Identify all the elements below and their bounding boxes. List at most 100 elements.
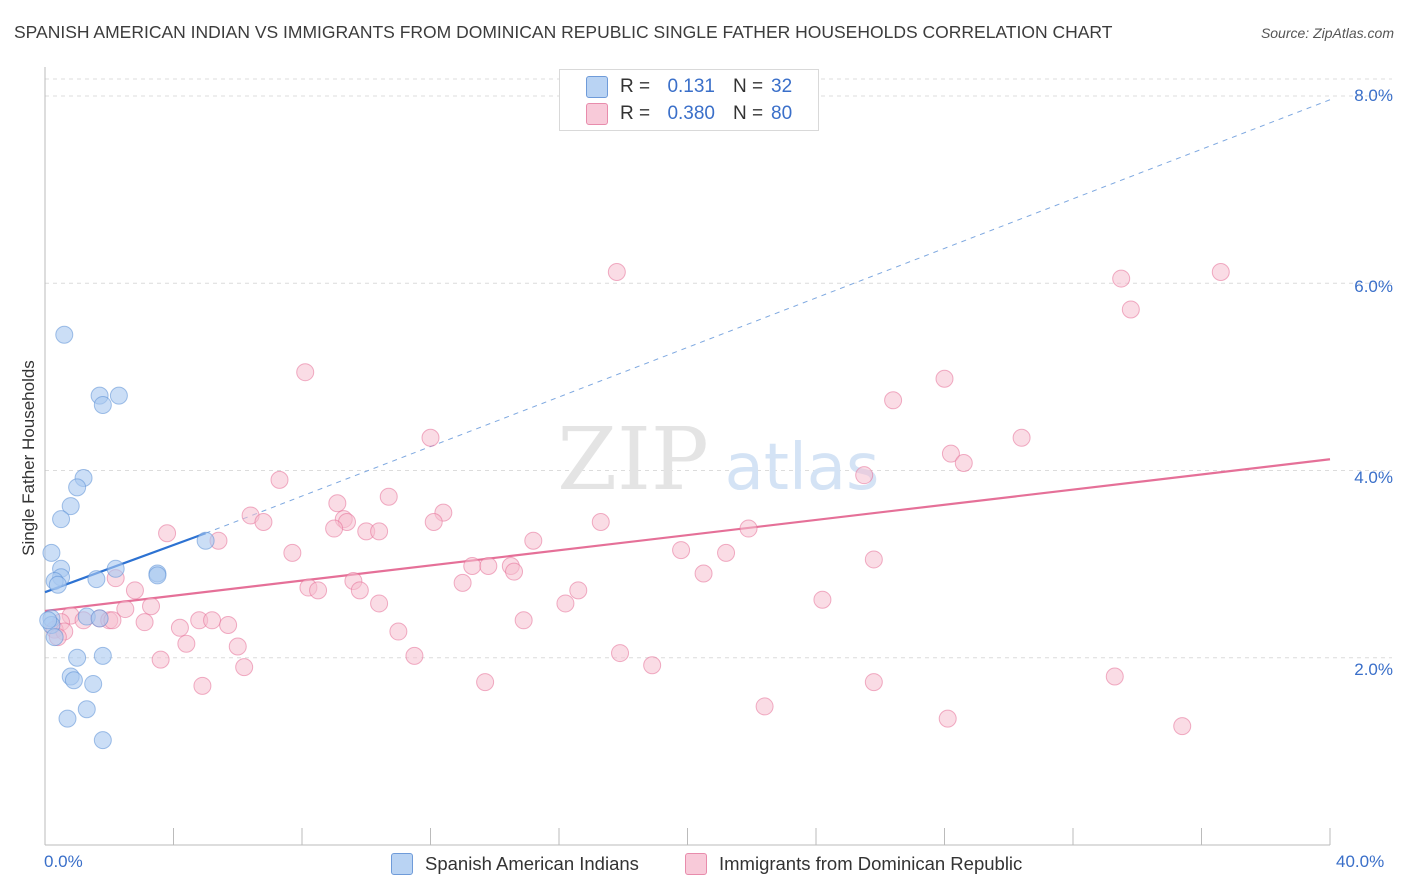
- legend-n-value: 80: [771, 103, 793, 124]
- point-dominican: [556, 594, 575, 613]
- bottom-legend-item-2: Immigrants from Dominican Republic: [685, 852, 1022, 876]
- point-dominican: [283, 543, 302, 562]
- point-dominican: [142, 597, 161, 616]
- point-dominican: [177, 634, 196, 653]
- point-dominican: [607, 263, 626, 282]
- legend-row-series-1: R = 0.131 N = 32: [586, 74, 792, 100]
- point-spanish-american-indian: [77, 700, 96, 719]
- point-dominican: [424, 512, 443, 531]
- point-dominican: [328, 494, 347, 513]
- point-dominican: [193, 676, 212, 695]
- point-dominican: [254, 512, 273, 531]
- trend-line-pink: [44, 458, 1331, 613]
- point-spanish-american-indian: [93, 731, 112, 750]
- point-dominican: [717, 543, 736, 562]
- point-spanish-american-indian: [55, 325, 74, 344]
- point-dominican: [405, 646, 424, 665]
- point-dominican: [938, 709, 957, 728]
- point-dominican: [235, 658, 254, 677]
- point-dominican: [370, 522, 389, 541]
- legend-swatch-blue: [586, 76, 608, 98]
- bottom-legend-item-1: Spanish American Indians: [391, 852, 639, 876]
- legend-row-series-2: R = 0.380 N = 80: [586, 101, 792, 127]
- point-dominican: [941, 444, 960, 463]
- chart-title: SPANISH AMERICAN INDIAN VS IMMIGRANTS FR…: [14, 22, 1113, 42]
- point-spanish-american-indian: [68, 478, 87, 497]
- point-dominican: [1105, 667, 1124, 686]
- trend-line-blue: [44, 532, 207, 594]
- point-spanish-american-indian: [84, 674, 103, 693]
- point-dominican: [379, 487, 398, 506]
- y-tick-label: 2.0%: [1354, 660, 1393, 679]
- y-axis-label: Single Father Households: [19, 360, 38, 556]
- point-dominican: [476, 673, 495, 692]
- point-dominican: [158, 524, 177, 543]
- trend-lines: [44, 99, 1331, 613]
- trend-line-blue-extrapolated: [205, 99, 1331, 534]
- point-spanish-american-indian: [106, 559, 125, 578]
- point-dominican: [203, 611, 222, 630]
- point-dominican: [855, 466, 874, 485]
- point-dominican: [954, 454, 973, 473]
- legend-r-value: 0.131: [667, 76, 715, 97]
- point-dominican: [514, 611, 533, 630]
- point-spanish-american-indian: [39, 611, 58, 630]
- point-dominican: [591, 512, 610, 531]
- point-dominican: [296, 363, 315, 382]
- legend-swatch-pink: [586, 103, 608, 125]
- point-spanish-american-indian: [196, 531, 215, 550]
- point-spanish-american-indian: [90, 609, 109, 628]
- point-dominican: [228, 637, 247, 656]
- legend-r-label: R =: [620, 76, 651, 97]
- point-dominican: [219, 615, 238, 634]
- point-dominican: [309, 581, 328, 600]
- point-dominican: [170, 618, 189, 637]
- point-dominican: [463, 556, 482, 575]
- point-dominican: [694, 564, 713, 583]
- legend-r-value: 0.380: [667, 103, 715, 124]
- watermark: ZIP atlas: [557, 410, 879, 510]
- point-dominican: [755, 697, 774, 716]
- point-dominican: [643, 656, 662, 675]
- stats-legend: R = 0.131 N = 32 R = 0.380 N = 80: [559, 69, 819, 131]
- legend-swatch-blue: [391, 853, 413, 875]
- axes: [44, 67, 1331, 846]
- bottom-legend-label: Spanish American Indians: [425, 853, 639, 874]
- point-dominican: [350, 581, 369, 600]
- point-spanish-american-indian: [61, 497, 80, 516]
- y-tick-label: 6.0%: [1354, 277, 1393, 296]
- point-dominican: [125, 581, 144, 600]
- point-spanish-american-indian: [42, 543, 61, 562]
- point-dominican: [935, 369, 954, 388]
- point-dominican: [813, 590, 832, 609]
- point-dominican: [1121, 300, 1140, 319]
- point-dominican: [135, 613, 154, 632]
- point-dominican: [864, 550, 883, 569]
- point-dominican: [569, 581, 588, 600]
- point-dominican: [370, 594, 389, 613]
- point-spanish-american-indian: [48, 575, 67, 594]
- point-dominican: [672, 541, 691, 560]
- point-dominican: [325, 519, 344, 538]
- watermark-zip: ZIP: [557, 410, 709, 510]
- point-dominican: [1211, 263, 1230, 282]
- point-spanish-american-indian: [87, 570, 106, 589]
- point-dominican: [864, 673, 883, 692]
- legend-swatch-pink: [685, 853, 707, 875]
- point-dominican: [884, 391, 903, 410]
- point-dominican: [116, 600, 135, 619]
- point-dominican: [1173, 717, 1192, 736]
- x-tick-label-min: 0.0%: [44, 852, 83, 871]
- chart-source: Source: ZipAtlas.com: [1260, 25, 1394, 41]
- point-spanish-american-indian: [45, 628, 64, 647]
- gridlines: [45, 78, 1392, 659]
- legend-r-label: R =: [620, 103, 651, 124]
- point-dominican: [1112, 269, 1131, 288]
- y-tick-label: 8.0%: [1354, 86, 1393, 105]
- point-spanish-american-indian: [148, 566, 167, 585]
- point-dominican: [1012, 428, 1031, 447]
- point-dominican: [421, 428, 440, 447]
- x-tick-label-max: 40.0%: [1336, 852, 1385, 871]
- point-spanish-american-indian: [93, 395, 112, 414]
